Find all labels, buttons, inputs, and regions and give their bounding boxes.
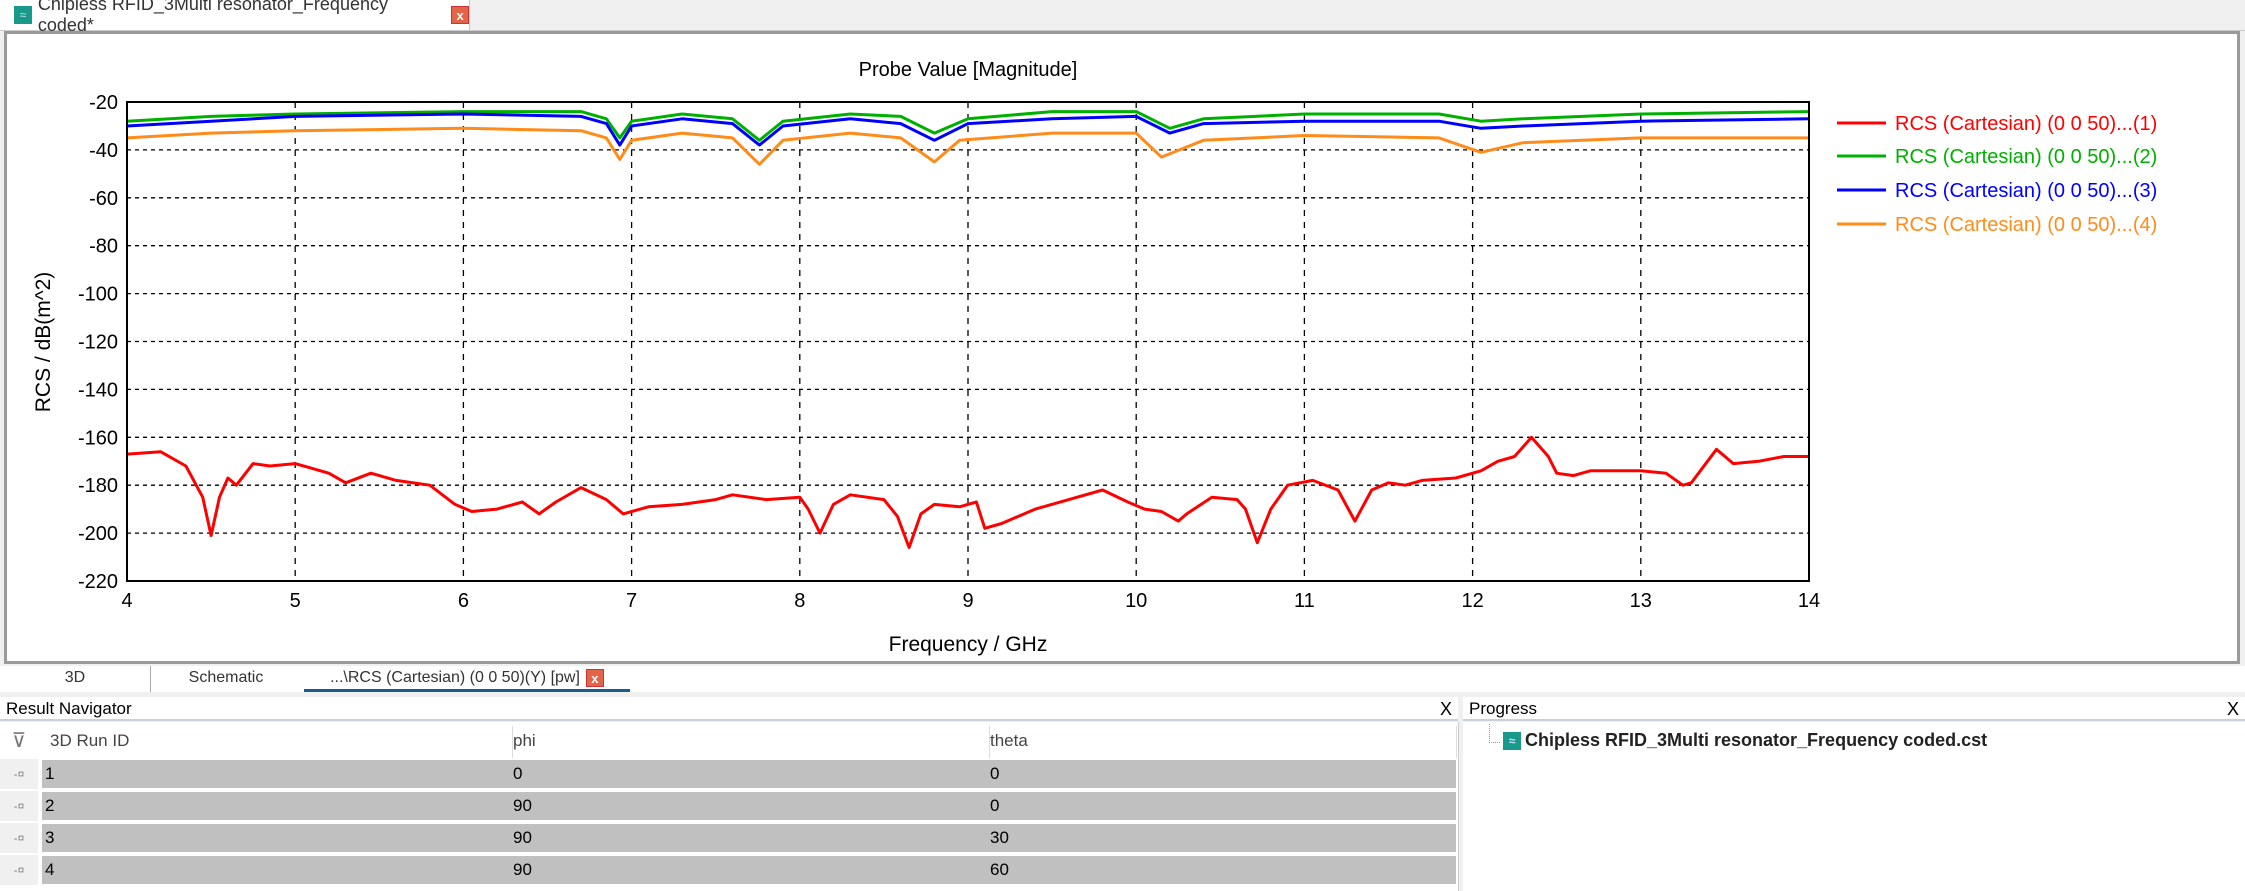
- cst-file-icon: ≈: [1503, 731, 1521, 750]
- y-axis-label: RCS / dB(m^2): [32, 272, 55, 413]
- rcs-chart: Probe Value [Magnitude] 4 5 6 7 8 9 10 11 12 13 14…: [32, 59, 2157, 656]
- filter-icon[interactable]: ⊽: [0, 726, 38, 756]
- y-tick-label: -140: [78, 379, 118, 401]
- y-tick-label: -220: [78, 571, 118, 593]
- chart-title: Probe Value [Magnitude]: [859, 59, 1078, 81]
- grid: [126, 101, 1810, 582]
- tick-labels: 4 5 6 7 8 9 10 11 12 13 14 -20 -40 -60 -80 -100 -120 -140…: [78, 92, 1820, 612]
- row-pin-icon[interactable]: -¤: [0, 759, 38, 789]
- result-navigator-title: Result Navigator: [6, 699, 132, 718]
- x-tick-label: 11: [1294, 590, 1315, 612]
- x-tick-label: 9: [962, 590, 973, 612]
- table-row[interactable]: -¤ 1 0 0: [0, 759, 1458, 789]
- tab-3d[interactable]: 3D: [0, 666, 151, 692]
- y-tick-label: -180: [78, 475, 118, 497]
- legend-label-3: RCS (Cartesian) (0 0 50)...(3): [1895, 180, 2157, 202]
- x-tick-label: 10: [1125, 590, 1147, 612]
- table-row[interactable]: -¤ 2 90 0: [0, 791, 1458, 821]
- view-tab-bar: 3D Schematic ...\RCS (Cartesian) (0 0 50…: [0, 666, 2245, 692]
- close-tab-icon[interactable]: x: [451, 6, 469, 24]
- legend-label-4: RCS (Cartesian) (0 0 50)...(4): [1895, 214, 2157, 236]
- legend-entry-3[interactable]: RCS (Cartesian) (0 0 50)...(3): [1837, 180, 2157, 202]
- close-tab-icon[interactable]: x: [585, 668, 604, 687]
- y-tick-label: -60: [89, 188, 118, 210]
- y-tick-label: -40: [89, 140, 118, 162]
- series-line-1: [126, 435, 1809, 549]
- row-pin-icon[interactable]: -¤: [0, 855, 38, 885]
- document-tab-title: Chipless RFID_3Multi resonator_Frequency…: [37, 0, 388, 35]
- x-axis-label: Frequency / GHz: [889, 633, 1048, 656]
- progress-item-label: Chipless RFID_3Multi resonator_Frequency…: [1525, 730, 1988, 750]
- tab-rcs-plot-label: ...\RCS (Cartesian) (0 0 50)(Y) [pw]: [330, 668, 580, 686]
- x-tick-label: 8: [794, 590, 805, 612]
- legend-entry-2[interactable]: RCS (Cartesian) (0 0 50)...(2): [1837, 146, 2157, 168]
- close-panel-icon[interactable]: X: [2226, 699, 2239, 719]
- tab-rcs-plot[interactable]: ...\RCS (Cartesian) (0 0 50)(Y) [pw] x: [304, 666, 630, 692]
- plot-window: [4, 31, 2240, 664]
- close-panel-icon[interactable]: X: [1439, 699, 1452, 719]
- column-header-theta[interactable]: theta: [990, 726, 1457, 758]
- x-tick-label: 12: [1461, 590, 1483, 612]
- tab-schematic[interactable]: Schematic: [188, 669, 264, 686]
- x-tick-label: 14: [1798, 590, 1820, 612]
- x-tick-label: 7: [626, 590, 637, 612]
- document-tab-bar: ≈ Chipless RFID_3Multi resonator_Frequen…: [0, 0, 2245, 35]
- x-tick-label: 5: [290, 590, 301, 612]
- y-tick-label: -120: [78, 332, 118, 354]
- column-header-run-id[interactable]: 3D Run ID: [42, 726, 513, 758]
- x-tick-label: 13: [1630, 590, 1652, 612]
- legend: RCS (Cartesian) (0 0 50)...(1) RCS (Cart…: [1837, 113, 2157, 236]
- series-lines: [126, 110, 1810, 549]
- legend-entry-1[interactable]: RCS (Cartesian) (0 0 50)...(1): [1837, 113, 2157, 135]
- legend-label-2: RCS (Cartesian) (0 0 50)...(2): [1895, 146, 2157, 168]
- y-tick-label: -200: [78, 523, 118, 545]
- series-line-2: [126, 110, 1810, 142]
- progress-panel: ≈ Chipless RFID_3Multi resonator_Frequen…: [1463, 722, 2245, 891]
- progress-header: Progress X: [1463, 697, 2245, 721]
- legend-entry-4[interactable]: RCS (Cartesian) (0 0 50)...(4): [1837, 214, 2157, 236]
- row-pin-icon[interactable]: -¤: [0, 823, 38, 853]
- legend-label-1: RCS (Cartesian) (0 0 50)...(1): [1895, 113, 2157, 135]
- table-header: ⊽ 3D Run ID phi theta: [0, 726, 1458, 758]
- x-tick-label: 6: [458, 590, 469, 612]
- document-tab[interactable]: ≈ Chipless RFID_3Multi resonator_Frequen…: [0, 0, 470, 35]
- y-tick-label: -160: [78, 427, 118, 449]
- tree-connector: [1489, 724, 1500, 743]
- plot-area-border: [126, 101, 1810, 582]
- x-tick-label: 4: [121, 590, 132, 612]
- progress-item[interactable]: ≈ Chipless RFID_3Multi resonator_Frequen…: [1489, 724, 1988, 751]
- row-pin-icon[interactable]: -¤: [0, 791, 38, 821]
- table-row[interactable]: -¤ 3 90 30: [0, 823, 1458, 853]
- result-navigator-header: Result Navigator X: [0, 697, 1458, 721]
- series-line-4: [126, 126, 1809, 166]
- result-navigator-table: ⊽ 3D Run ID phi theta -¤ 1 0 0 -¤ 2 90 0 -¤ 3 90…: [0, 722, 1459, 891]
- progress-title: Progress: [1469, 699, 1538, 718]
- y-tick-label: -20: [89, 92, 118, 114]
- y-tick-label: -80: [89, 236, 118, 258]
- series-line-3: [126, 112, 1810, 147]
- table-row[interactable]: -¤ 4 90 60: [0, 855, 1458, 885]
- y-tick-label: -100: [78, 284, 118, 306]
- column-header-phi[interactable]: phi: [513, 726, 990, 758]
- cst-app-icon: ≈: [14, 6, 32, 24]
